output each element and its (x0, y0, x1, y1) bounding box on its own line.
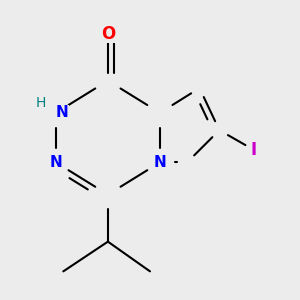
Text: N: N (50, 155, 62, 170)
Text: I: I (251, 141, 257, 159)
Text: N: N (56, 105, 68, 120)
Text: O: O (101, 25, 115, 43)
Text: H: H (36, 96, 46, 110)
Text: N: N (154, 155, 166, 170)
